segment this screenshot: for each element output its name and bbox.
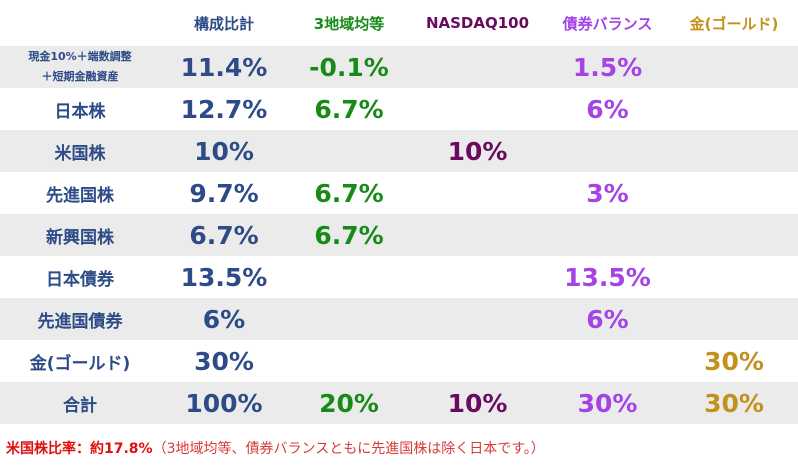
cell: 10% bbox=[410, 382, 545, 424]
cell: 9.7% bbox=[189, 178, 259, 208]
row-label: 先進国債券 bbox=[0, 298, 160, 340]
cell: 6% bbox=[586, 94, 629, 124]
row-label-line: 現金10%＋端数調整 bbox=[28, 50, 132, 63]
cell: 6.7% bbox=[160, 214, 288, 256]
cell bbox=[410, 88, 545, 130]
row-label-line: ＋短期金融資産 bbox=[41, 70, 119, 83]
cell: 20% bbox=[288, 382, 410, 424]
cell: 30% bbox=[545, 382, 670, 424]
table-row: 合計 100% 20% 10% 30% 30% bbox=[0, 382, 798, 424]
cell bbox=[670, 172, 798, 214]
cell bbox=[410, 172, 545, 214]
cell bbox=[410, 214, 545, 256]
cell: 30% bbox=[194, 346, 254, 376]
footnote-emphasis: 米国株比率：約17.8% bbox=[6, 441, 153, 457]
cell bbox=[670, 214, 798, 256]
cell: 30% bbox=[704, 346, 764, 376]
allocation-table: 構成比計 3地域均等 NASDAQ100 債券バランス 金(ゴールド) 現金10%＋端数… bbox=[0, 0, 798, 424]
cell bbox=[288, 340, 410, 382]
cell bbox=[545, 340, 670, 382]
cell bbox=[545, 130, 670, 172]
row-label: 現金10%＋端数調整 ＋短期金融資産 bbox=[0, 46, 160, 88]
cell: 13.5% bbox=[180, 262, 268, 292]
cell: 13.5% bbox=[564, 262, 651, 292]
cell bbox=[545, 214, 670, 256]
cell bbox=[288, 298, 410, 340]
cell: 3% bbox=[586, 178, 629, 208]
cell bbox=[670, 298, 798, 340]
table-row: 新興国株 6.7% 6.7% bbox=[0, 214, 798, 256]
cell: 6% bbox=[160, 298, 288, 340]
row-label: 日本株 bbox=[54, 101, 106, 122]
cell: -0.1% bbox=[288, 46, 410, 88]
table-row: 現金10%＋端数調整 ＋短期金融資産 11.4% -0.1% 1.5% bbox=[0, 46, 798, 88]
row-label: 金(ゴールド) bbox=[29, 353, 131, 374]
cell bbox=[670, 88, 798, 130]
cell bbox=[410, 256, 545, 298]
column-header: 構成比計 bbox=[193, 14, 254, 33]
row-label: 先進国株 bbox=[46, 185, 114, 206]
row-label: 日本債券 bbox=[46, 269, 114, 290]
table-row: 金(ゴールド) 30% 30% bbox=[0, 340, 798, 382]
header-row: 構成比計 3地域均等 NASDAQ100 債券バランス 金(ゴールド) bbox=[0, 0, 798, 46]
cell bbox=[670, 46, 798, 88]
cell bbox=[288, 256, 410, 298]
cell: 12.7% bbox=[180, 94, 268, 124]
cell: 6.7% bbox=[314, 94, 384, 124]
cell: 11.4% bbox=[160, 46, 288, 88]
row-label: 新興国株 bbox=[0, 214, 160, 256]
cell: 6.7% bbox=[288, 214, 410, 256]
cell bbox=[670, 256, 798, 298]
table-row: 日本債券 13.5% 13.5% bbox=[0, 256, 798, 298]
table-row: 先進国株 9.7% 6.7% 3% bbox=[0, 172, 798, 214]
table-row: 先進国債券 6% 6% bbox=[0, 298, 798, 340]
footnote: 米国株比率：約17.8%（3地域均等、債券バランスともに先進国株は除く日本です。… bbox=[6, 438, 545, 458]
footnote-text: （3地域均等、債券バランスともに先進国株は除く日本です。） bbox=[152, 441, 545, 457]
column-header: NASDAQ100 bbox=[425, 14, 530, 32]
cell: 6% bbox=[545, 298, 670, 340]
cell: 30% bbox=[670, 382, 798, 424]
corner bbox=[0, 0, 160, 46]
cell: 100% bbox=[160, 382, 288, 424]
column-header: 債券バランス bbox=[562, 14, 653, 33]
table-row: 米国株 10% 10% bbox=[0, 130, 798, 172]
cell bbox=[410, 46, 545, 88]
cell bbox=[288, 130, 410, 172]
cell: 6.7% bbox=[314, 178, 384, 208]
cell bbox=[670, 130, 798, 172]
table-row: 日本株 12.7% 6.7% 6% bbox=[0, 88, 798, 130]
cell: 1.5% bbox=[545, 46, 670, 88]
cell: 10% bbox=[160, 130, 288, 172]
column-header: 金(ゴールド) bbox=[689, 14, 779, 33]
column-header: 3地域均等 bbox=[313, 14, 385, 33]
cell: 10% bbox=[410, 130, 545, 172]
cell bbox=[410, 298, 545, 340]
row-label: 米国株 bbox=[0, 130, 160, 172]
row-label: 合計 bbox=[0, 382, 160, 424]
cell bbox=[410, 340, 545, 382]
